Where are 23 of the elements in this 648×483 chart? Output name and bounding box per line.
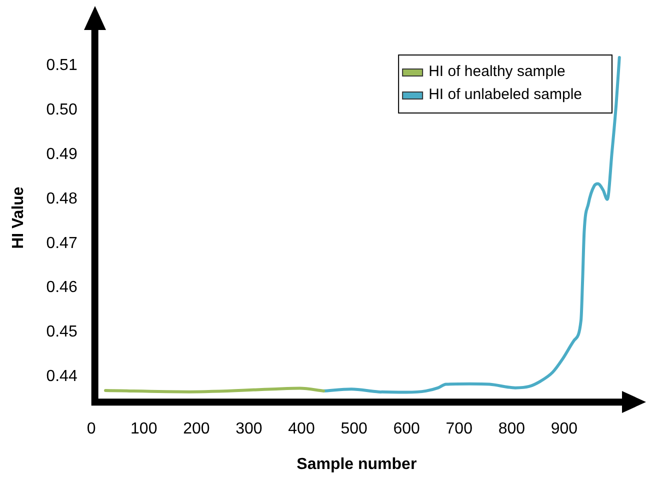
y-tick-label: 0.48: [46, 190, 78, 208]
y-tick-label: 0.44: [46, 368, 78, 386]
y-tick-label: 0.51: [46, 56, 78, 74]
legend-label: HI of unlabeled sample: [428, 86, 582, 104]
y-axis-title: HI Value: [10, 186, 28, 249]
y-tick-label: 0.45: [46, 324, 78, 341]
y-tick-label: 0.46: [46, 279, 78, 296]
legend-label: HI of healthy sample: [428, 63, 566, 80]
x-tick-label: 700: [446, 420, 473, 438]
x-tick-label: 600: [393, 420, 420, 438]
x-tick-label: 900: [550, 420, 578, 438]
x-tick-label: 300: [236, 420, 262, 438]
line-series: [322, 56, 621, 394]
x-tick-label: 400: [288, 420, 315, 438]
x-tick-label: 200: [183, 420, 210, 438]
x-tick-label: 100: [130, 420, 158, 438]
x-tick-label: 500: [340, 420, 368, 438]
x-axis-title: Sample number: [296, 456, 417, 473]
y-tick-label: 0.47: [46, 234, 78, 252]
x-tick-label: 0: [86, 420, 96, 438]
y-tick-label: 0.49: [46, 146, 78, 163]
x-tick-label: 800: [498, 420, 526, 438]
y-tick-label: 0.50: [46, 101, 78, 118]
